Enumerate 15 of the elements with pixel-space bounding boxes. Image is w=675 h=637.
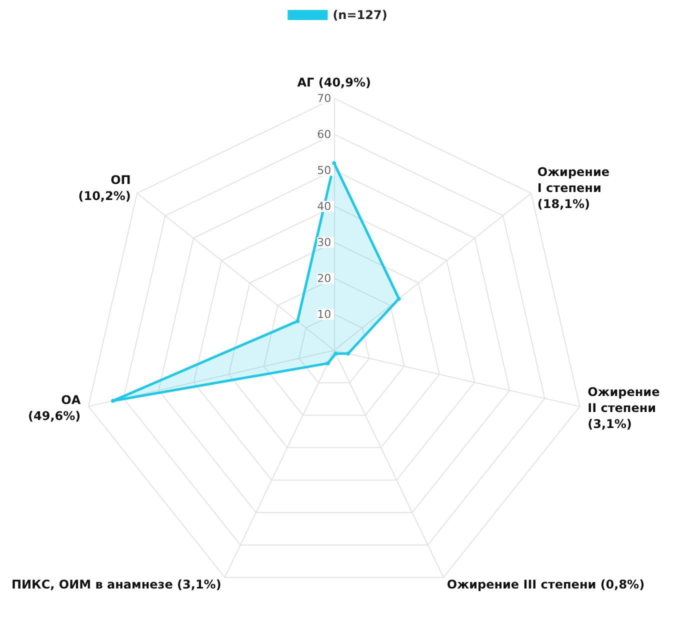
spoke-label: Ожирение II степени (3,1%) <box>588 385 660 432</box>
y-tick-label: 20 <box>317 272 332 285</box>
spoke-label: ОП (10,2%) <box>78 173 131 204</box>
y-tick-label: 50 <box>317 164 332 177</box>
spoke-label: Ожирение III степени (0,8%) <box>446 578 645 592</box>
y-tick-label: 70 <box>317 92 332 105</box>
spoke-label: ОА (49,6%) <box>28 393 82 424</box>
spoke-label: Ожирение I степени (18,1%) <box>537 165 610 212</box>
y-tick-label: 10 <box>317 308 332 321</box>
spoke-label: ПИКС, ОИМ в анамнезе (3,1%) <box>11 578 222 592</box>
y-tick-label: 40 <box>317 200 332 213</box>
y-tick-label: 30 <box>317 236 332 249</box>
spoke-label: АГ (40,9%) <box>297 75 371 90</box>
y-tick-label: 60 <box>317 128 332 141</box>
legend-label: (n=127) <box>332 8 388 22</box>
